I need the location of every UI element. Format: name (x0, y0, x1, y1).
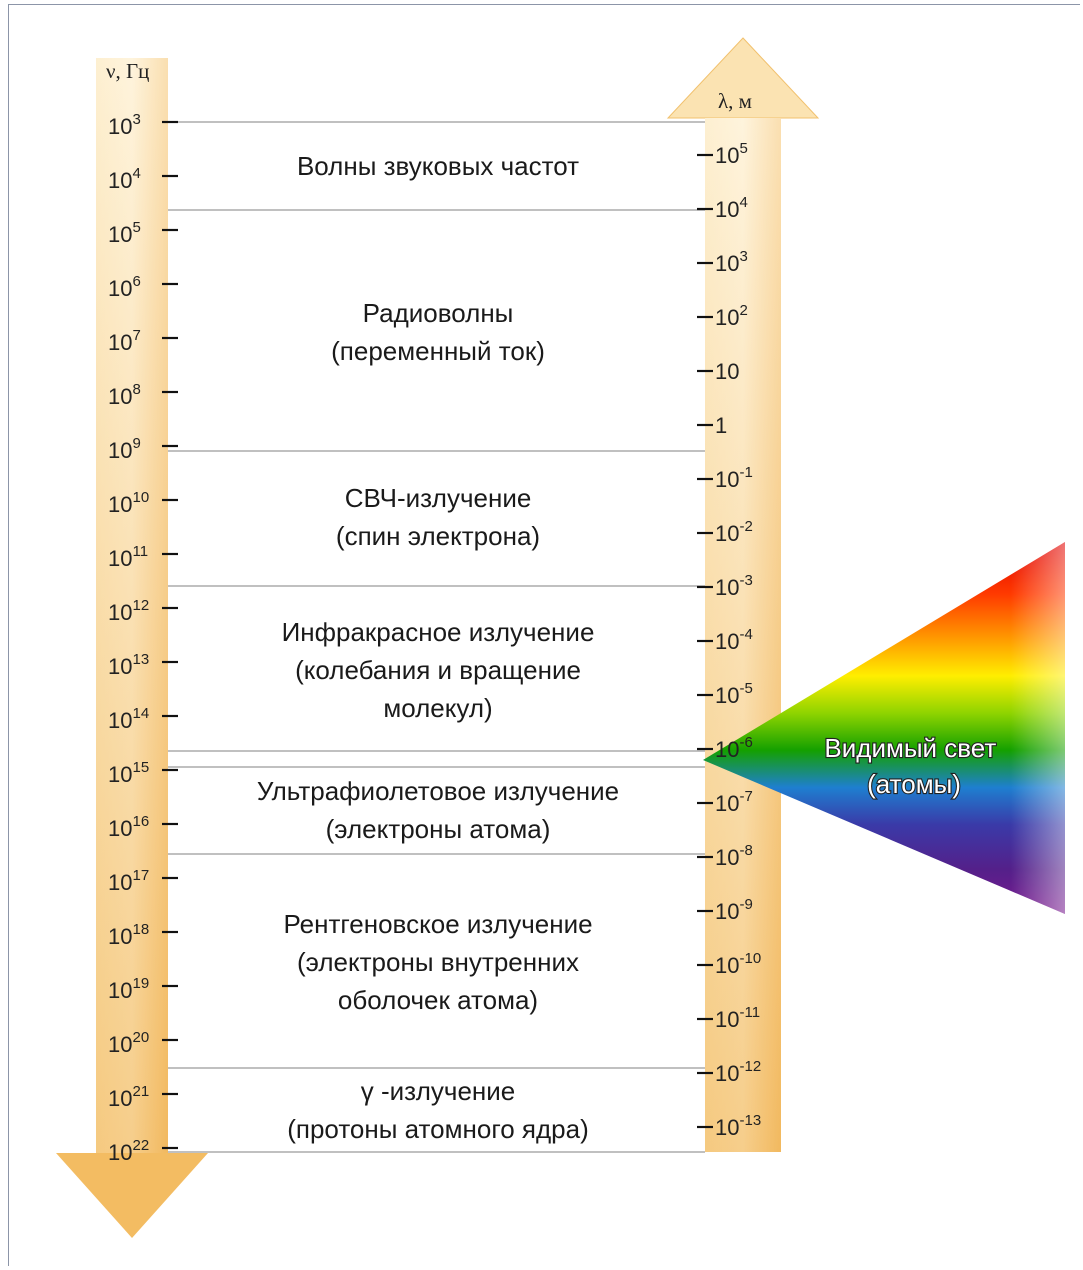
wavelength-tick-label: 10-3 (715, 572, 753, 600)
wavelength-tick-label: 10-12 (715, 1058, 761, 1086)
frequency-ticks: 103 104 105 106 107 108 109 1010 1011 1012 1013 101… (108, 111, 178, 1165)
band-label-line: Рентгеновское излучение (283, 909, 592, 939)
frequency-tick-label: 105 (108, 219, 141, 247)
band-label-line: (электроны атома) (326, 814, 551, 844)
frequency-tick-label: 1014 (108, 705, 149, 733)
wavelength-tick-label: 10-5 (715, 680, 753, 708)
frequency-tick-label: 1016 (108, 813, 149, 841)
visible-light-label: Видимый свет (атомы) (824, 733, 1003, 799)
frequency-tick-label: 1018 (108, 921, 149, 949)
visible-light-line: Видимый свет (824, 733, 996, 763)
wavelength-tick-label: 10 (715, 359, 739, 384)
band-label-line: Радиоволны (363, 298, 514, 328)
frequency-tick-label: 1010 (108, 489, 149, 517)
frequency-tick-label: 1017 (108, 867, 149, 895)
wavelength-tick-label: 10-6 (715, 734, 753, 762)
visible-light-line: (атомы) (867, 769, 961, 799)
wavelength-tick-label: 10-13 (715, 1112, 761, 1140)
band-label: Ультрафиолетовое излучение (электроны ато… (257, 776, 619, 844)
band-label-line: СВЧ-излучение (345, 483, 532, 513)
frequency-tick-label: 1015 (108, 759, 149, 787)
frequency-tick-label: 1013 (108, 651, 149, 679)
frequency-tick-label: 1011 (108, 543, 148, 571)
band-label-line: Ультрафиолетовое излучение (257, 776, 619, 806)
wavelength-tick-label: 10-11 (715, 1004, 760, 1032)
band-label: Волны звуковых частот (297, 151, 579, 181)
band-label-line: молекул) (383, 693, 492, 723)
band-label: Радиоволны (переменный ток) (331, 298, 545, 366)
wavelength-tick-label: 10-1 (715, 464, 753, 492)
wavelength-tick-label: 1 (715, 413, 727, 438)
band-label-line: Волны звуковых частот (297, 151, 579, 181)
band-label-line: (колебания и вращение (295, 655, 581, 685)
wavelength-tick-label: 103 (715, 248, 748, 276)
wavelength-tick-label: 10-10 (715, 950, 761, 978)
band-label: γ -излучение (протоны атомного ядра) (287, 1076, 589, 1144)
band-label-line: (электроны внутренних (297, 947, 579, 977)
wavelength-axis-arrow (666, 37, 820, 1152)
wavelength-tick-label: 10-2 (715, 518, 753, 546)
frequency-tick-label: 108 (108, 381, 141, 409)
band-label-line: (протоны атомного ядра) (287, 1114, 589, 1144)
wavelength-tick-label: 10-8 (715, 842, 753, 870)
frequency-axis-title: ν, Гц (106, 59, 149, 83)
visible-light-wedge (703, 542, 1065, 914)
band-label: СВЧ-излучение (спин электрона) (336, 483, 540, 551)
wavelength-tick-label: 10-4 (715, 626, 753, 654)
band-label: Инфракрасное излучение (колебания и враще… (282, 617, 595, 723)
frequency-tick-label: 107 (108, 327, 141, 355)
frequency-axis-arrow (56, 58, 208, 1238)
frequency-tick-label: 1022 (108, 1137, 149, 1165)
wavelength-tick-label: 10-9 (715, 896, 753, 924)
band-label-line: (переменный ток) (331, 336, 545, 366)
band-label-line: γ -излучение (361, 1076, 516, 1106)
frequency-tick-label: 1012 (108, 597, 149, 625)
wavelength-tick-label: 104 (715, 194, 748, 222)
frequency-tick-label: 1019 (108, 975, 149, 1003)
frequency-tick-label: 103 (108, 111, 141, 139)
wavelength-tick-label: 105 (715, 140, 748, 168)
wavelength-tick-label: 10-7 (715, 788, 753, 816)
band-label-line: оболочек атома) (338, 985, 538, 1015)
frequency-tick-label: 106 (108, 273, 141, 301)
band-panel (168, 122, 705, 1152)
wavelength-ticks: 10510410310210110-110-210-310-410-510-61… (697, 140, 761, 1140)
band-label: Рентгеновское излучение (электроны внутре… (283, 909, 592, 1015)
frequency-tick-label: 1020 (108, 1029, 149, 1057)
frequency-tick-label: 1021 (108, 1083, 149, 1111)
wavelength-axis-title: λ, м (718, 89, 752, 113)
band-dividers (168, 121, 705, 1153)
wavelength-tick-label: 102 (715, 302, 748, 330)
band-labels: Волны звуковых частот Радиоволны (переменн… (257, 151, 619, 1144)
frequency-tick-label: 109 (108, 435, 141, 463)
frequency-tick-label: 104 (108, 165, 141, 193)
band-label-line: Инфракрасное излучение (282, 617, 595, 647)
band-label-line: (спин электрона) (336, 521, 540, 551)
diagram-frame (8, 4, 1080, 1266)
